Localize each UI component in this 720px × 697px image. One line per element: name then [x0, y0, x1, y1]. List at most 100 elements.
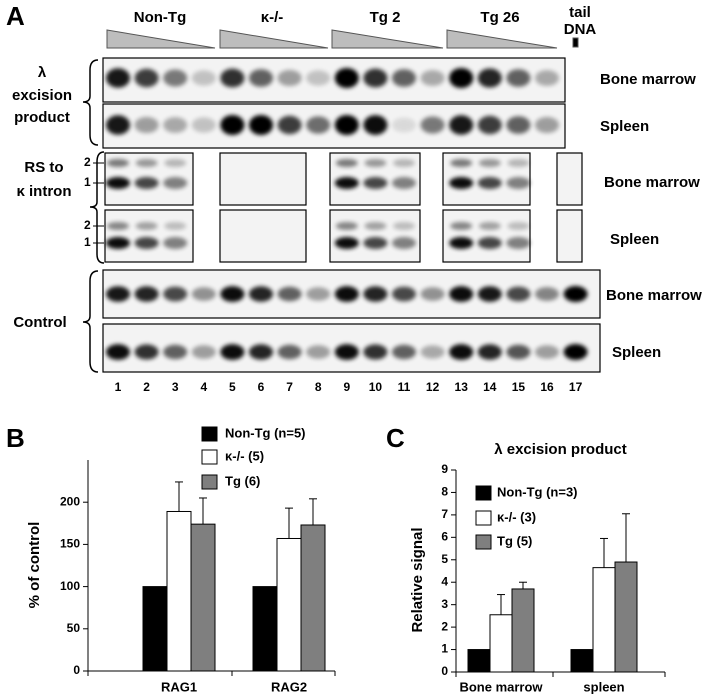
gel-band [392, 177, 416, 189]
gel-band [364, 222, 387, 230]
lane-number: 12 [426, 380, 440, 394]
gel-band [249, 286, 273, 302]
gel-band [106, 177, 130, 189]
y-axis-label: Relative signal [409, 527, 426, 632]
gel-panel [329, 209, 421, 263]
gel-band [506, 177, 531, 189]
gel-band [191, 117, 216, 133]
y-axis-label: % of control [26, 522, 43, 609]
row-group-label: κ intron [16, 183, 71, 200]
gel-band [134, 286, 159, 302]
gel-band [563, 344, 588, 360]
gel-band [220, 68, 245, 88]
y-tick-label: 8 [441, 485, 448, 499]
gel-band [335, 159, 358, 167]
gel-band [393, 159, 415, 167]
row-group-label: λ [38, 64, 47, 81]
lane-number: 7 [286, 380, 293, 394]
gel-band [163, 286, 188, 302]
gel-panel [556, 209, 583, 263]
gel-band [449, 68, 474, 88]
gel-band [134, 344, 159, 360]
lane-number: 2 [143, 380, 150, 394]
band-label: 1 [84, 235, 91, 249]
gel-band [106, 286, 130, 302]
gel-band [164, 159, 187, 167]
gel-band [506, 116, 531, 134]
row-group-label: Control [13, 314, 66, 331]
bar [614, 561, 638, 673]
lane-number: 4 [200, 380, 207, 394]
legend-label: Tg (5) [497, 533, 532, 548]
error-bar [497, 594, 505, 615]
gel-band [334, 68, 359, 88]
gel-band [450, 222, 473, 230]
y-tick-label: 1 [441, 642, 448, 656]
gel-band [449, 237, 474, 249]
legend-swatch [201, 426, 218, 442]
lane-number: 10 [369, 380, 383, 394]
row-label: Spleen [612, 344, 661, 361]
lane-number: 5 [229, 380, 236, 394]
gel-band [420, 70, 445, 86]
gel-band [135, 222, 158, 230]
y-tick-label: 6 [441, 530, 448, 544]
gel-band [164, 222, 187, 230]
bar [511, 588, 535, 673]
legend-swatch [475, 534, 492, 550]
gel-band [135, 159, 158, 167]
chart-title: λ excision product [494, 441, 627, 458]
gel-band [191, 70, 216, 86]
gel-band [134, 237, 159, 249]
lane-number: 16 [540, 380, 554, 394]
gel-band [306, 287, 331, 301]
gel-band [535, 116, 559, 134]
gel-band [335, 222, 358, 230]
error-bar [519, 581, 527, 589]
gel-band [277, 344, 302, 360]
lane-number: 1 [115, 380, 122, 394]
band-ticks [93, 162, 104, 244]
bar [142, 586, 168, 672]
gel-band [163, 237, 188, 249]
y-tick-label: 2 [441, 619, 448, 633]
group-label: Non-Tg [134, 9, 186, 26]
y-tick-label: 0 [73, 663, 80, 677]
gel-band [277, 69, 302, 87]
gel-band [106, 115, 130, 135]
gel-band [106, 344, 130, 360]
gel-band [163, 177, 188, 189]
x-tick-label: RAG1 [161, 679, 197, 694]
y-tick-label: 5 [441, 552, 448, 566]
gel-band [535, 345, 559, 359]
gel-band [477, 237, 502, 249]
gel-panel [219, 209, 307, 263]
gel-band [249, 115, 273, 135]
bar [489, 614, 513, 673]
lane-number: 8 [315, 380, 322, 394]
gel-band [334, 344, 359, 360]
y-tick-label: 100 [60, 579, 80, 593]
gel-band [449, 115, 474, 135]
gel-band [392, 69, 416, 87]
gel-band [163, 69, 188, 87]
gel-band [306, 116, 331, 134]
gel-band [563, 286, 588, 302]
gel-band [420, 287, 445, 301]
gel-band [106, 237, 130, 249]
gel-band [392, 286, 416, 302]
lane-number: 14 [483, 380, 497, 394]
lane-number: 3 [172, 380, 179, 394]
gel-band [393, 222, 415, 230]
gel-band [363, 68, 388, 88]
legend-swatch [475, 485, 492, 501]
legend-label: κ-/- (5) [225, 448, 264, 463]
gel-band [477, 68, 502, 88]
gel-band [392, 344, 416, 360]
gel-band [420, 116, 445, 134]
gel-band [477, 177, 502, 189]
bar [300, 524, 326, 672]
gel-band [107, 222, 129, 230]
gel-band [163, 344, 188, 360]
lane-number: 9 [343, 380, 350, 394]
